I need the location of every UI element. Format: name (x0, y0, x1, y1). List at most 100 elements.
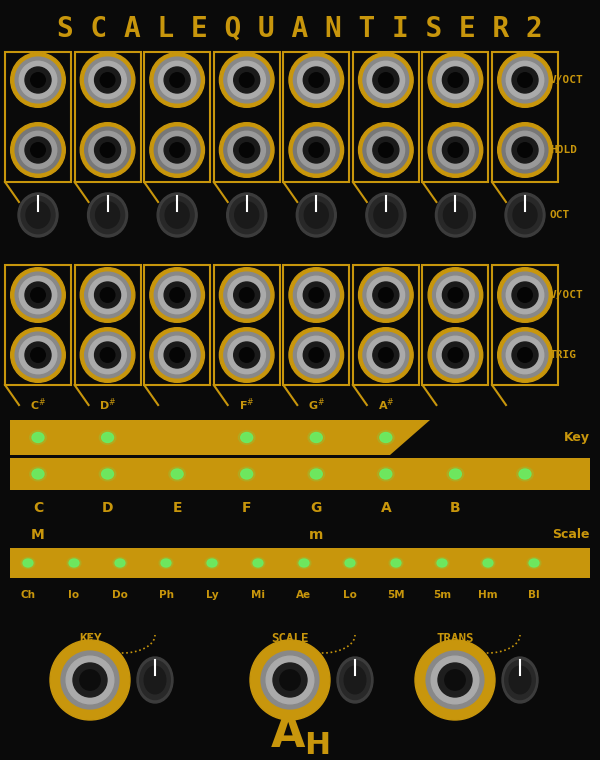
Text: Ch: Ch (20, 590, 35, 600)
Text: OCT: OCT (550, 210, 570, 220)
Text: F$^{\#}$: F$^{\#}$ (239, 397, 254, 413)
Ellipse shape (437, 559, 447, 567)
Circle shape (158, 336, 196, 374)
Circle shape (373, 342, 399, 368)
Ellipse shape (32, 469, 44, 479)
Ellipse shape (157, 193, 197, 237)
Circle shape (266, 656, 314, 704)
Ellipse shape (345, 559, 355, 567)
Ellipse shape (101, 469, 113, 479)
Ellipse shape (340, 660, 370, 699)
Circle shape (261, 651, 319, 709)
Ellipse shape (415, 640, 495, 720)
Text: G$^{\#}$: G$^{\#}$ (308, 397, 325, 413)
Circle shape (309, 348, 323, 363)
Ellipse shape (304, 202, 328, 228)
Circle shape (442, 282, 469, 308)
Circle shape (25, 342, 51, 368)
Circle shape (512, 342, 538, 368)
Text: C: C (33, 501, 43, 515)
Circle shape (80, 52, 135, 107)
Circle shape (518, 143, 532, 157)
Ellipse shape (250, 640, 330, 720)
Ellipse shape (391, 559, 401, 567)
Circle shape (379, 288, 393, 302)
Ellipse shape (99, 467, 116, 481)
Text: Ly: Ly (206, 590, 218, 600)
Circle shape (437, 62, 474, 99)
Circle shape (85, 57, 130, 103)
Ellipse shape (140, 660, 170, 699)
Ellipse shape (165, 202, 189, 228)
Circle shape (289, 122, 344, 177)
Circle shape (506, 336, 544, 374)
Circle shape (309, 288, 323, 302)
Ellipse shape (115, 559, 125, 567)
Ellipse shape (435, 557, 449, 568)
Circle shape (164, 137, 190, 163)
Ellipse shape (169, 467, 185, 481)
Circle shape (293, 272, 339, 318)
Circle shape (309, 73, 323, 87)
Ellipse shape (380, 432, 392, 442)
Circle shape (220, 122, 274, 177)
Circle shape (437, 336, 474, 374)
Circle shape (224, 127, 269, 173)
Ellipse shape (508, 196, 542, 234)
Ellipse shape (483, 559, 493, 567)
Circle shape (89, 131, 126, 169)
Circle shape (234, 342, 260, 368)
Circle shape (19, 277, 57, 314)
Circle shape (11, 52, 65, 107)
Circle shape (367, 277, 404, 314)
Text: Io: Io (68, 590, 80, 600)
Circle shape (95, 342, 121, 368)
Circle shape (298, 62, 335, 99)
Ellipse shape (481, 557, 495, 568)
Text: $\mathbf{A}_\mathbf{H}$: $\mathbf{A}_\mathbf{H}$ (270, 713, 330, 757)
Circle shape (89, 336, 126, 374)
Circle shape (239, 348, 254, 363)
Text: S C A L E Q U A N T I S E R 2: S C A L E Q U A N T I S E R 2 (57, 14, 543, 42)
Ellipse shape (171, 469, 183, 479)
Circle shape (506, 62, 544, 99)
Circle shape (154, 272, 200, 318)
Text: D: D (102, 501, 113, 515)
Ellipse shape (380, 469, 392, 479)
Circle shape (100, 348, 115, 363)
Ellipse shape (18, 193, 58, 237)
Ellipse shape (513, 202, 537, 228)
Circle shape (518, 73, 532, 87)
Circle shape (150, 52, 205, 107)
Ellipse shape (29, 430, 46, 445)
Ellipse shape (447, 467, 464, 481)
Circle shape (303, 342, 329, 368)
Circle shape (256, 646, 324, 714)
Ellipse shape (241, 469, 253, 479)
Circle shape (19, 62, 57, 99)
Circle shape (11, 328, 65, 382)
Circle shape (359, 268, 413, 322)
Ellipse shape (160, 196, 194, 234)
Circle shape (56, 646, 124, 714)
Text: M: M (31, 528, 45, 542)
Text: Mi: Mi (251, 590, 265, 600)
Circle shape (498, 328, 552, 382)
Circle shape (421, 646, 489, 714)
Circle shape (293, 332, 339, 378)
Circle shape (25, 282, 51, 308)
Circle shape (448, 288, 463, 302)
Circle shape (428, 268, 483, 322)
Circle shape (437, 277, 474, 314)
Text: V/OCT: V/OCT (550, 290, 584, 300)
Text: B: B (450, 501, 461, 515)
Text: 5m: 5m (433, 590, 451, 600)
Circle shape (220, 268, 274, 322)
Circle shape (25, 67, 51, 93)
Circle shape (19, 336, 57, 374)
FancyBboxPatch shape (10, 458, 590, 490)
Circle shape (19, 131, 57, 169)
Text: Key: Key (564, 431, 590, 444)
Circle shape (170, 348, 184, 363)
Ellipse shape (238, 467, 255, 481)
